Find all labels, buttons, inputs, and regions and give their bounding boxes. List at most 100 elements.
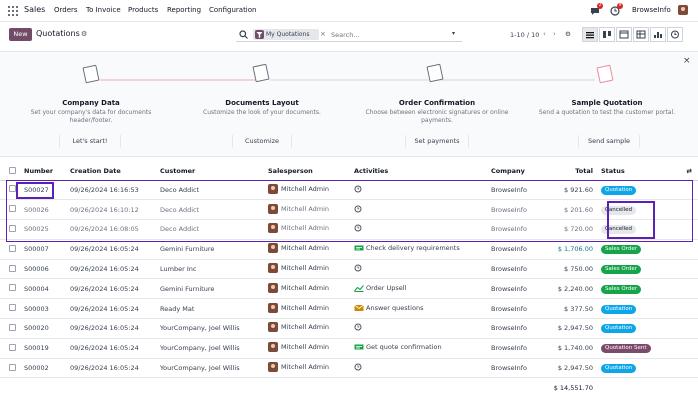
kanban-view-button[interactable]: [599, 27, 615, 42]
row-checkbox[interactable]: [9, 284, 16, 292]
row-checkbox[interactable]: [9, 323, 16, 331]
chat-icon[interactable]: [590, 6, 600, 16]
table-row[interactable]: S00025 09/26/2024 16:08:05 Deco Addict Mitc…: [0, 219, 698, 240]
customize-button[interactable]: Customize: [232, 135, 292, 148]
table-row[interactable]: S00004 09/26/2024 16:05:24 Gemini Furnitur…: [0, 278, 698, 300]
close-panel-icon[interactable]: ×: [683, 56, 691, 66]
search-dropdown-icon[interactable]: ▾: [452, 30, 456, 37]
search-icon[interactable]: [239, 30, 248, 39]
apps-menu-icon[interactable]: [8, 6, 18, 16]
order-total: $ 1,740.00: [542, 338, 597, 359]
col-creation-date[interactable]: Creation Date: [66, 163, 156, 181]
creation-date: 09/26/2024 16:16:53: [66, 180, 156, 201]
activity-widget[interactable]: [354, 185, 364, 193]
graph-view-button[interactable]: [650, 27, 666, 42]
calendar-view-button[interactable]: [616, 27, 632, 42]
activity-widget[interactable]: [354, 264, 364, 272]
set-payments-button[interactable]: Set payments: [405, 135, 469, 148]
table-row[interactable]: S00006 09/26/2024 16:05:24 Lumber Inc Mitch…: [0, 259, 698, 280]
row-checkbox[interactable]: [9, 205, 16, 213]
creation-date: 09/26/2024 16:05:24: [66, 298, 156, 320]
activity-cell: Get quote confirmation: [350, 338, 487, 359]
salesperson-avatar: [268, 302, 278, 313]
menu-orders[interactable]: Orders: [54, 6, 78, 14]
salesperson-name: Mitchell Admin: [281, 303, 330, 312]
salesperson-name: Mitchell Admin: [281, 204, 330, 213]
col-activities[interactable]: Activities: [350, 163, 487, 181]
activity-widget[interactable]: [354, 323, 364, 331]
customer-name: Deco Addict: [156, 180, 264, 201]
activity-widget[interactable]: Get quote confirmation: [354, 343, 442, 351]
salesperson-avatar: [268, 342, 278, 353]
pager-value[interactable]: 1-10 / 10: [510, 31, 540, 39]
creation-date: 09/26/2024 16:05:24: [66, 278, 156, 300]
salesperson-avatar: [268, 322, 278, 333]
status-badge: Sales Order: [601, 284, 642, 294]
menu-products[interactable]: Products: [128, 6, 159, 14]
send-sample-button[interactable]: Send sample: [578, 135, 640, 148]
row-select-cell: [0, 278, 20, 300]
company-name: BrowseInfo: [487, 199, 542, 221]
row-select-cell: [0, 298, 20, 320]
company-name: BrowseInfo: [487, 239, 542, 260]
col-salesperson[interactable]: Salesperson: [264, 163, 350, 181]
company-switcher[interactable]: BrowseInfo: [632, 6, 671, 14]
salesperson: Mitchell Admin: [268, 362, 329, 373]
salesperson: Mitchell Admin: [268, 282, 329, 293]
company-name: BrowseInfo: [487, 358, 542, 379]
row-checkbox[interactable]: [9, 264, 16, 272]
table-row[interactable]: S00007 09/26/2024 16:05:24 Gemini Furnitur…: [0, 239, 698, 260]
bar-chart-icon: [654, 32, 662, 38]
row-checkbox[interactable]: [9, 244, 16, 252]
optional-columns-toggle-icon[interactable]: ⇄: [686, 167, 692, 176]
col-total[interactable]: Total: [542, 163, 597, 181]
activity-widget[interactable]: [354, 205, 364, 213]
app-brand[interactable]: Sales: [24, 5, 46, 14]
pager-next-icon[interactable]: ›: [553, 30, 556, 38]
table-row[interactable]: S00019 09/26/2024 16:05:24 YourCompany, Jo…: [0, 338, 698, 359]
creation-date: 09/26/2024 16:05:24: [66, 358, 156, 379]
facet-close-icon[interactable]: ×: [320, 30, 326, 38]
activity-widget[interactable]: Order Upsell: [354, 284, 406, 292]
status-badge: Quotation Sent: [601, 344, 651, 354]
menu-reporting[interactable]: Reporting: [167, 6, 202, 14]
col-status[interactable]: Status: [597, 163, 673, 181]
activity-widget[interactable]: [354, 363, 364, 371]
table-row[interactable]: S00002 09/26/2024 16:05:24 YourCompany, Jo…: [0, 358, 698, 379]
activity-view-button[interactable]: [667, 27, 683, 42]
salesperson-cell: Mitchell Admin: [264, 298, 350, 320]
menu-configuration[interactable]: Configuration: [209, 6, 257, 14]
row-checkbox[interactable]: [9, 343, 16, 351]
table-row[interactable]: S00026 09/26/2024 16:10:12 Deco Addict Mitc…: [0, 199, 698, 221]
col-number[interactable]: Number: [20, 163, 66, 181]
row-checkbox[interactable]: [9, 304, 16, 312]
activity-widget[interactable]: [354, 224, 364, 232]
filter-facet[interactable]: My Quotations: [253, 29, 320, 40]
pivot-view-button[interactable]: [633, 27, 649, 42]
activity-summary: Order Upsell: [366, 283, 407, 292]
row-checkbox[interactable]: [9, 224, 16, 232]
gear-icon[interactable]: ⚙: [81, 30, 88, 38]
company-name: BrowseInfo: [487, 278, 542, 300]
menu-to-invoice[interactable]: To Invoice: [86, 6, 121, 14]
lets-start-button[interactable]: Let's start!: [59, 135, 121, 148]
col-customer[interactable]: Customer: [156, 163, 264, 181]
activity-widget[interactable]: Check delivery requirements: [354, 244, 460, 252]
salesperson-avatar: [268, 243, 278, 254]
table-row[interactable]: S00027 09/26/2024 16:16:53 Deco Addict Mitc…: [0, 180, 698, 201]
col-company[interactable]: Company: [487, 163, 542, 181]
new-button[interactable]: New: [9, 28, 32, 41]
list-view-button[interactable]: [582, 27, 598, 42]
activity-clock-icon[interactable]: [610, 6, 620, 16]
select-all-checkbox[interactable]: [9, 166, 16, 174]
table-row[interactable]: S00003 09/26/2024 16:05:24 Ready Mat Mitche…: [0, 298, 698, 320]
search-input[interactable]: [331, 29, 441, 40]
table-row[interactable]: S00020 09/26/2024 16:05:24 YourCompany, Jo…: [0, 318, 698, 339]
clock-icon: [354, 363, 362, 371]
row-checkbox[interactable]: [9, 363, 16, 371]
row-checkbox[interactable]: [9, 185, 16, 193]
user-avatar[interactable]: [678, 5, 688, 15]
pager-prev-icon[interactable]: ‹: [543, 30, 546, 38]
activity-widget[interactable]: Answer questions: [354, 304, 423, 312]
settings-gear-icon[interactable]: ⚙: [565, 30, 571, 38]
